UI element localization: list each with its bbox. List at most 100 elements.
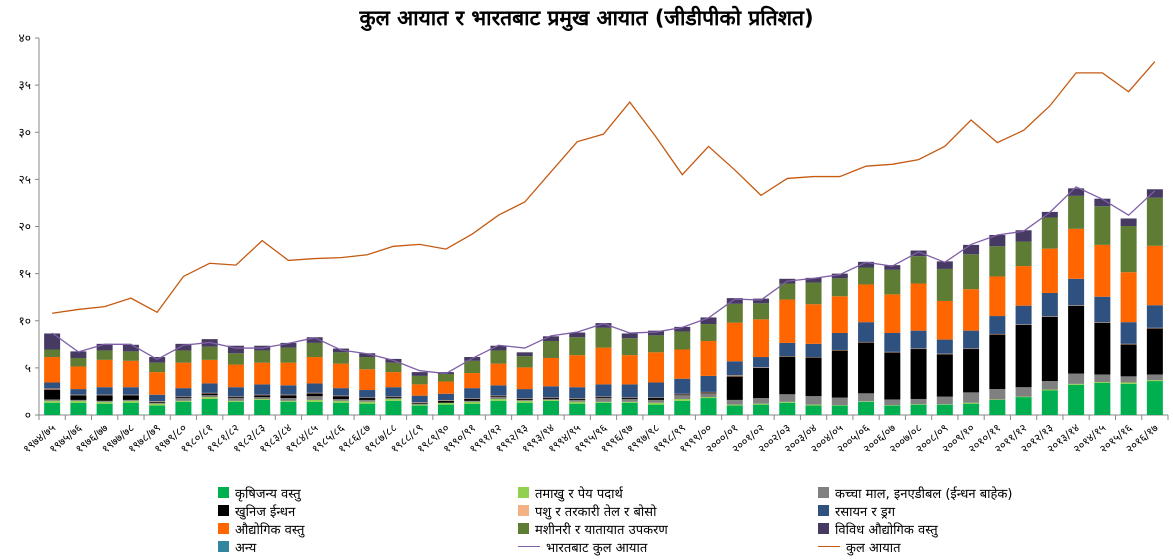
bar-segment-2 xyxy=(1120,376,1137,383)
bar-segment-5 xyxy=(595,384,612,397)
bar-segment-1 xyxy=(1146,380,1163,382)
bar-segment-5 xyxy=(569,387,586,399)
bar-segment-5 xyxy=(332,388,349,396)
bar-segment-5 xyxy=(122,387,139,395)
bar-segment-2 xyxy=(936,396,953,405)
bar-segment-7 xyxy=(542,341,559,358)
legend-swatch xyxy=(218,487,229,498)
bar-segment-8 xyxy=(122,344,139,352)
bar-segment-0 xyxy=(858,401,875,415)
bar-segment-7 xyxy=(805,282,822,305)
bar-segment-7 xyxy=(149,362,166,373)
bar-segment-2 xyxy=(332,398,349,401)
bar-segment-7 xyxy=(674,331,691,350)
bar-segment-6 xyxy=(753,319,770,358)
bar-segment-8 xyxy=(753,298,770,304)
y-tick-label: ४० xyxy=(19,31,31,45)
legend-swatch xyxy=(218,541,229,552)
bar-segment-0 xyxy=(1120,383,1137,415)
bar-segment-6 xyxy=(280,362,297,386)
bar-segment-3 xyxy=(936,354,953,397)
bar-segment-6 xyxy=(779,299,796,343)
legend-label: कच्चा माल, इनएडीबल (ईन्धन बाहेक) xyxy=(835,486,1013,502)
bar-segment-8 xyxy=(516,352,533,357)
legend-swatch xyxy=(818,505,829,516)
bar-segment-1 xyxy=(122,400,139,403)
bar-segment-7 xyxy=(989,246,1006,277)
bar-segment-2 xyxy=(1094,374,1111,383)
bar-segment-5 xyxy=(280,385,297,395)
bar-segment-7 xyxy=(201,346,218,360)
bar-segment-5 xyxy=(96,387,113,395)
chart-title: कुल आयात र भारतबाट प्रमुख आयात (जीडीपीको… xyxy=(359,6,814,30)
bar-segment-5 xyxy=(989,316,1006,334)
y-tick-label: ३० xyxy=(19,125,31,139)
bar-segment-3 xyxy=(280,395,297,399)
line-series-total-import xyxy=(52,61,1156,314)
bar-segment-1 xyxy=(569,401,586,404)
bar-segment-8 xyxy=(936,261,953,269)
bar-segment-3 xyxy=(674,394,691,396)
legend-label: खुनिज ईन्धन xyxy=(235,504,296,520)
bar-segment-0 xyxy=(753,404,770,415)
bar-segment-2 xyxy=(726,399,743,405)
bar-segment-8 xyxy=(411,372,428,376)
bar-segment-6 xyxy=(963,289,980,331)
bar-segment-5 xyxy=(44,382,61,389)
bar-segment-5 xyxy=(542,386,559,398)
bar-segment-8 xyxy=(700,317,717,325)
bar-segment-8 xyxy=(569,332,586,338)
bar-segment-7 xyxy=(779,283,796,300)
bar-segment-1 xyxy=(516,400,533,403)
bar-segment-0 xyxy=(989,399,1006,415)
bar-segment-8 xyxy=(175,343,192,351)
bar-segment-8 xyxy=(674,326,691,332)
bar-segment-7 xyxy=(753,303,770,320)
bar-segment-1 xyxy=(254,398,271,400)
bar-segment-6 xyxy=(674,349,691,379)
bar-segment-0 xyxy=(1015,397,1032,415)
bar-segment-3 xyxy=(910,349,927,399)
legend-item: मशीनरी र यातायात उपकरण xyxy=(518,520,818,538)
bar-segment-5 xyxy=(175,388,192,397)
bar-segment-5 xyxy=(910,330,927,349)
bar-segment-3 xyxy=(700,392,717,394)
bar-segment-6 xyxy=(1120,272,1137,323)
bar-segment-2 xyxy=(44,399,61,401)
bar-segment-6 xyxy=(201,359,218,384)
legend-line-swatch xyxy=(518,546,540,547)
legend-item: भारतबाट कुल आयात xyxy=(518,538,818,556)
legend-label: तमाखु र पेय पदार्थ xyxy=(535,486,623,502)
legend-swatch xyxy=(218,505,229,516)
bar-segment-6 xyxy=(884,294,901,334)
bar-segment-1 xyxy=(779,401,796,403)
legend-label: विविध औद्योगिक वस्तु xyxy=(835,522,938,538)
bar-segment-5 xyxy=(1120,322,1137,344)
bar-segment-6 xyxy=(805,304,822,344)
legend-item: कुल आयात xyxy=(818,538,1158,556)
bar-segment-2 xyxy=(149,402,166,404)
bar-segment-5 xyxy=(254,384,271,395)
bar-segment-2 xyxy=(858,393,875,402)
bar-segment-7 xyxy=(858,267,875,285)
bar-segment-5 xyxy=(411,395,428,403)
bar-segment-7 xyxy=(490,350,507,364)
bar-segment-0 xyxy=(674,400,691,415)
bar-segment-8 xyxy=(884,265,901,270)
bar-segment-3 xyxy=(149,401,166,403)
bar-segment-0 xyxy=(595,402,612,415)
bar-segment-7 xyxy=(1041,217,1058,249)
bar-segment-5 xyxy=(490,385,507,396)
legend-item: कृषिजन्य वस्तु xyxy=(218,484,518,502)
bar-segment-6 xyxy=(621,355,638,385)
bar-segment-0 xyxy=(201,398,218,415)
bar-segment-2 xyxy=(910,398,927,405)
bar-segment-7 xyxy=(831,278,848,297)
bar-segment-5 xyxy=(805,343,822,358)
bar-segment-6 xyxy=(858,284,875,323)
bar-segment-8 xyxy=(831,273,848,279)
bar-segment-0 xyxy=(385,400,402,415)
bar-segment-6 xyxy=(1041,248,1058,293)
bar-segment-2 xyxy=(542,398,559,400)
bar-segment-5 xyxy=(359,390,376,398)
